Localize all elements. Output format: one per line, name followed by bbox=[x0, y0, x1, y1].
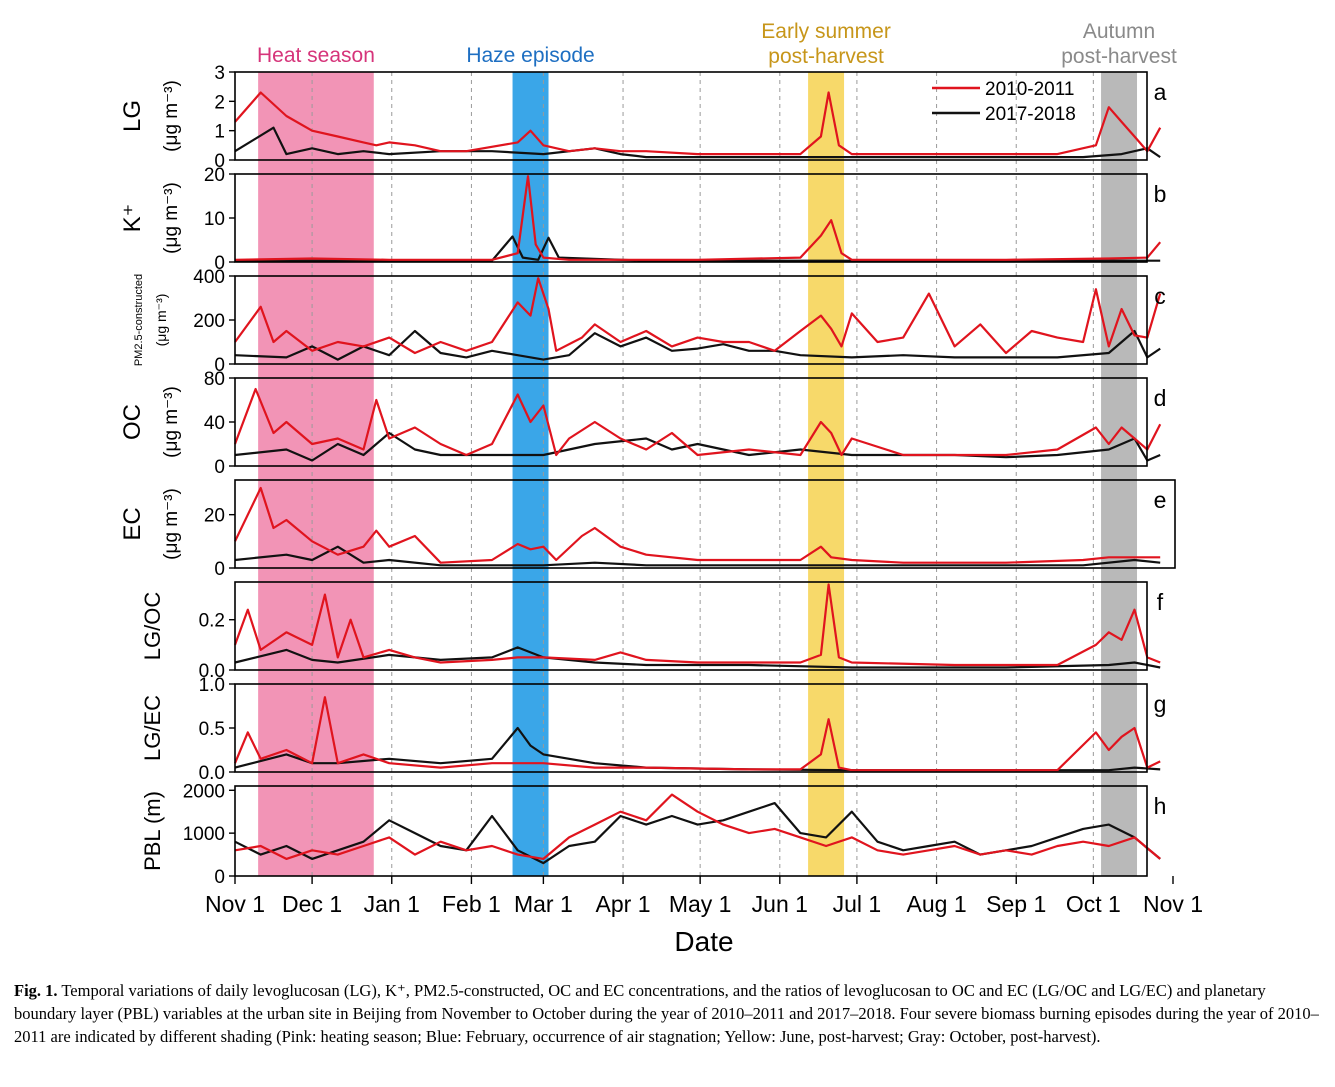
y-tick-label-g-1: 0.5 bbox=[199, 719, 225, 740]
y-tick-label-a-0: 0 bbox=[214, 151, 225, 172]
y-axis-unit-a: (μg m⁻³) bbox=[161, 80, 182, 152]
y-tick-label-c-0: 0 bbox=[214, 355, 225, 376]
x-tick-label-2: Jan 1 bbox=[364, 891, 420, 917]
series-line-2017-2018-g bbox=[234, 726, 1161, 772]
y-tick-label-c-2: 400 bbox=[193, 267, 225, 288]
y-tick-label-g-2: 1.0 bbox=[199, 675, 225, 696]
episode-label-3: Autumn bbox=[1083, 20, 1155, 43]
y-axis-unit-c: (μg m⁻³) bbox=[153, 294, 169, 347]
y-axis-unit-e: (μg m⁻³) bbox=[161, 488, 182, 560]
y-tick-label-d-1: 40 bbox=[204, 413, 225, 434]
y-tick-label-c-1: 200 bbox=[193, 311, 225, 332]
y-tick-label-e-1: 20 bbox=[204, 506, 225, 527]
x-tick-label-0: Nov 1 bbox=[205, 891, 265, 917]
y-axis-unit-b: (μg m⁻³) bbox=[161, 182, 182, 254]
caption-label: Fig. 1. bbox=[14, 981, 58, 1000]
y-tick-label-d-0: 0 bbox=[214, 457, 225, 478]
episode-label-0: Heat season bbox=[257, 44, 375, 67]
panel-letter-d: d bbox=[1154, 385, 1167, 411]
y-tick-label-a-1: 1 bbox=[214, 122, 225, 143]
series-lines bbox=[233, 91, 1162, 865]
series-line-2010-2011-e bbox=[234, 486, 1161, 564]
series-line-2010-2011-b bbox=[234, 175, 1162, 261]
y-tick-label-a-3: 3 bbox=[214, 63, 225, 84]
panel-letter-a: a bbox=[1154, 79, 1167, 105]
y-axis-unit-d: (μg m⁻³) bbox=[161, 386, 182, 458]
y-tick-label-f-1: 0.2 bbox=[199, 611, 225, 632]
x-tick-label-8: Jul 1 bbox=[833, 891, 882, 917]
episode-label-1: Haze episode bbox=[466, 44, 594, 67]
y-tick-label-b-0: 0 bbox=[214, 253, 225, 274]
panel-letter-e: e bbox=[1154, 487, 1167, 513]
y-tick-label-h-2: 2000 bbox=[183, 781, 225, 802]
x-tick-label-6: May 1 bbox=[669, 891, 732, 917]
panel-frame-f bbox=[234, 581, 1148, 671]
x-tick-label-4: Mar 1 bbox=[514, 891, 573, 917]
x-tick-label-1: Dec 1 bbox=[282, 891, 342, 917]
x-tick-label-3: Feb 1 bbox=[442, 891, 501, 917]
series-line-2010-2011-f bbox=[233, 583, 1161, 667]
x-tick-label-5: Apr 1 bbox=[596, 891, 651, 917]
series-line-2010-2011-d bbox=[233, 387, 1162, 457]
episode-band-3 bbox=[1101, 72, 1138, 876]
y-axis-label-b: K⁺ bbox=[119, 204, 146, 233]
caption-text: Temporal variations of daily levoglucosa… bbox=[14, 981, 1319, 1046]
series-line-2017-2018-d bbox=[234, 431, 1161, 462]
y-tick-label-e-0: 0 bbox=[214, 559, 225, 580]
y-axis-label-a: LG bbox=[119, 100, 146, 132]
panel-letter-c: c bbox=[1154, 283, 1166, 309]
y-tick-label-g-0: 0.0 bbox=[199, 763, 225, 784]
y-tick-label-b-2: 20 bbox=[204, 165, 225, 186]
y-axis-label-c: PM2.5-constructed bbox=[133, 274, 145, 366]
panel-letter-b: b bbox=[1154, 181, 1167, 207]
y-tick-label-a-2: 2 bbox=[214, 92, 225, 113]
episode-shading bbox=[258, 72, 1138, 876]
series-line-2010-2011-g bbox=[233, 696, 1161, 772]
y-tick-label-f-0: 0.0 bbox=[199, 661, 225, 682]
y-tick-label-d-2: 80 bbox=[204, 369, 225, 390]
panel-frames bbox=[229, 71, 1176, 884]
episode-band-0 bbox=[258, 72, 374, 876]
month-gridlines bbox=[311, 72, 1094, 876]
y-axis-label-g: LG/EC bbox=[140, 695, 165, 761]
y-axis-label-h: PBL (m) bbox=[140, 791, 165, 871]
episode-label-2: Early summer bbox=[761, 20, 891, 43]
episode-label2-3: post-harvest bbox=[1061, 45, 1177, 68]
x-tick-label-12: Nov 1 bbox=[1143, 891, 1203, 917]
x-tick-label-11: Oct 1 bbox=[1066, 891, 1121, 917]
panel-letter-h: h bbox=[1154, 793, 1167, 819]
episode-label2-2: post-harvest bbox=[768, 45, 884, 68]
y-tick-label-b-1: 10 bbox=[204, 209, 225, 230]
series-line-2017-2018-c bbox=[234, 329, 1161, 361]
panel-frame-h bbox=[234, 785, 1148, 877]
panel-frame-e bbox=[234, 479, 1176, 569]
series-line-2010-2011-c bbox=[234, 277, 1162, 355]
x-tick-label-10: Sep 1 bbox=[986, 891, 1046, 917]
y-tick-label-h-0: 0 bbox=[214, 867, 225, 888]
panel-letter-g: g bbox=[1154, 691, 1167, 717]
x-axis-label: Date bbox=[674, 926, 733, 957]
panel-letter-f: f bbox=[1157, 589, 1164, 615]
y-tick-label-h-1: 1000 bbox=[183, 824, 225, 845]
series-line-2017-2018-a bbox=[234, 126, 1161, 159]
x-tick-label-7: Jun 1 bbox=[752, 891, 808, 917]
episode-band-2 bbox=[808, 72, 845, 876]
legend-label-0: 2010-2011 bbox=[985, 79, 1074, 100]
y-axis-label-f: LG/OC bbox=[140, 592, 165, 661]
legend-label-1: 2017-2018 bbox=[985, 104, 1076, 125]
y-axis-label-e: EC bbox=[119, 507, 146, 540]
series-line-2010-2011-a bbox=[234, 91, 1162, 156]
panel-frame-a bbox=[234, 71, 1148, 161]
figure-caption: Fig. 1. Temporal variations of daily lev… bbox=[14, 979, 1319, 1048]
series-line-2010-2011-h bbox=[234, 793, 1161, 860]
x-tick-label-9: Aug 1 bbox=[907, 891, 967, 917]
y-axis-label-d: OC bbox=[119, 404, 146, 440]
series-line-2017-2018-b bbox=[235, 235, 1161, 262]
